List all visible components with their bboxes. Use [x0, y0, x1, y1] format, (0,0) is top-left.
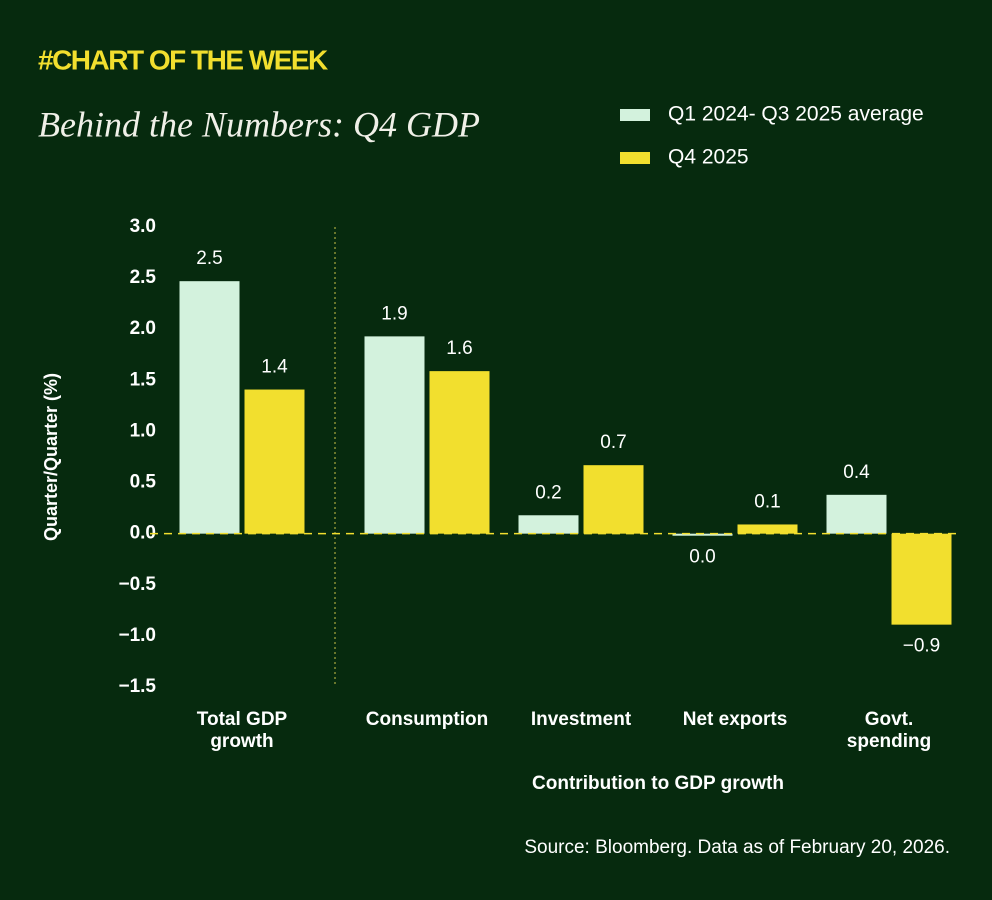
- y-tick-label: 3.0: [130, 216, 156, 237]
- legend-swatch: [620, 152, 650, 164]
- legend-swatch: [620, 109, 650, 121]
- value-label: 1.9: [381, 303, 407, 324]
- value-label: 0.0: [689, 547, 715, 568]
- y-tick-label: 0.0: [130, 523, 156, 544]
- y-tick-label: 2.0: [130, 318, 156, 339]
- y-axis-label: Quarter/Quarter (%): [41, 373, 61, 541]
- bar: [672, 533, 733, 536]
- y-tick-label: 1.5: [130, 369, 157, 390]
- value-label: 2.5: [196, 248, 222, 269]
- source: Source: Bloomberg. Data as of February 2…: [524, 837, 950, 858]
- legend-label: Q1 2024- Q3 2025 average: [668, 103, 924, 126]
- value-label: 1.4: [261, 357, 288, 378]
- value-label: −0.9: [903, 636, 941, 657]
- value-label: 0.7: [600, 432, 626, 453]
- value-label: 0.1: [754, 491, 780, 512]
- bar: [364, 336, 425, 534]
- x-tick-label: Investment: [530, 709, 632, 730]
- value-label: 0.4: [843, 462, 870, 483]
- bar: [429, 371, 490, 534]
- y-tick-label: 1.0: [130, 420, 156, 441]
- y-tick-label: −0.5: [118, 574, 156, 595]
- x-axis-label: Contribution to GDP growth: [532, 773, 784, 794]
- bar: [826, 494, 887, 534]
- y-tick-label: −1.0: [118, 625, 156, 646]
- y-tick-label: 0.5: [130, 472, 157, 493]
- bar: [891, 533, 952, 625]
- value-label: 0.2: [535, 482, 561, 503]
- x-tick-label: Net exports: [682, 709, 788, 730]
- value-label: 1.6: [446, 338, 472, 359]
- x-tick-label: Govt. spending: [846, 709, 932, 752]
- bar: [737, 524, 798, 534]
- bar: [583, 465, 644, 534]
- y-tick-label: 2.5: [130, 267, 157, 288]
- x-tick-label: Total GDP growth: [196, 709, 288, 752]
- chart-title: Behind the Numbers: Q4 GDP: [38, 104, 480, 144]
- legend-label: Q4 2025: [668, 146, 749, 169]
- bar: [179, 281, 240, 534]
- bar: [244, 389, 305, 534]
- y-tick-label: −1.5: [118, 676, 156, 697]
- bar: [518, 515, 579, 534]
- kicker: #CHART OF THE WEEK: [38, 44, 328, 75]
- x-tick-label: Consumption: [365, 709, 489, 730]
